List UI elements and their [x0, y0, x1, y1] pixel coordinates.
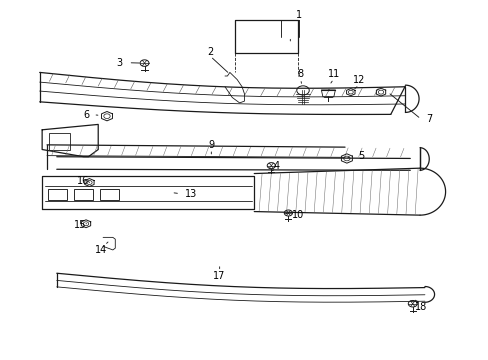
Text: 8: 8 [297, 69, 303, 79]
Text: 17: 17 [213, 271, 225, 281]
Bar [49, 133, 70, 150]
Text: 5: 5 [358, 150, 364, 161]
Text: 10: 10 [291, 210, 304, 220]
Text: 11: 11 [327, 69, 339, 79]
Bar [74, 189, 93, 200]
Text: 2: 2 [207, 46, 213, 57]
Text: 15: 15 [74, 220, 86, 230]
Text: 13: 13 [184, 189, 197, 199]
Bar [48, 189, 67, 200]
Text: 1: 1 [295, 10, 302, 20]
Text: 14: 14 [94, 245, 106, 255]
Text: 6: 6 [83, 110, 89, 120]
Text: 18: 18 [414, 302, 426, 312]
Text: 16: 16 [76, 176, 88, 186]
Text: 9: 9 [208, 140, 214, 150]
Text: 7: 7 [425, 114, 431, 124]
Bar [100, 189, 119, 200]
Text: 12: 12 [352, 75, 365, 85]
Text: 4: 4 [273, 161, 279, 171]
Text: 3: 3 [116, 58, 122, 68]
